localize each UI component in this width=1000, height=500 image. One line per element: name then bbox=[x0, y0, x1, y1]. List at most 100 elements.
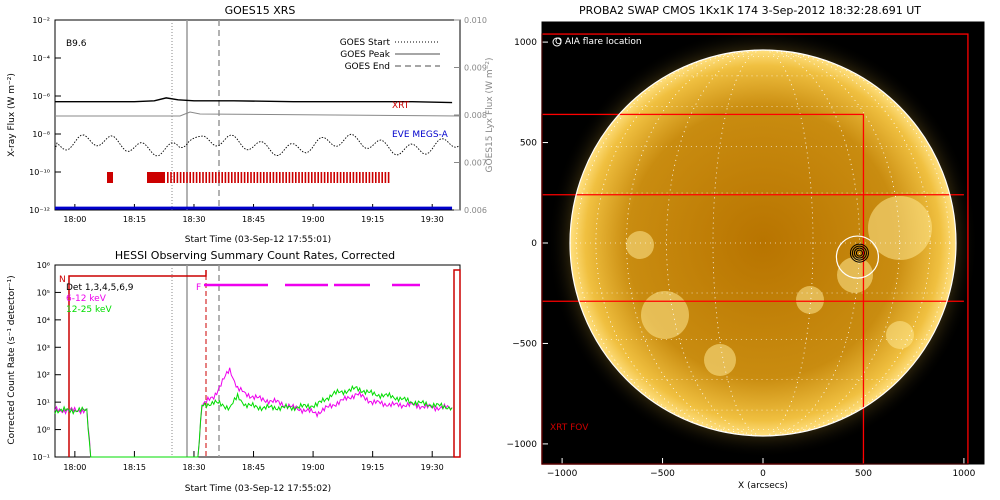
goes-ytick-label: 10⁻¹⁰ bbox=[29, 168, 50, 177]
hessi-high-energy-series bbox=[54, 384, 453, 458]
hessi-xtick-label: 19:00 bbox=[302, 463, 325, 472]
swap-xtick-label: 1000 bbox=[952, 469, 975, 479]
goes-coverage-bar bbox=[339, 172, 342, 183]
goes-lyx-series bbox=[55, 111, 461, 117]
goes-coverage-bar bbox=[323, 172, 326, 183]
goes-xrt-label: XRT bbox=[392, 101, 410, 111]
goes-coverage-bar bbox=[147, 172, 165, 183]
goes-coverage-bar bbox=[269, 172, 271, 183]
goes-coverage-bar bbox=[365, 172, 367, 183]
goes-y2tick-label: 0.007 bbox=[464, 159, 487, 168]
goes-coverage-bar bbox=[211, 172, 214, 183]
hessi-ytick-label: 10³ bbox=[37, 343, 50, 352]
goes-coverage-bar bbox=[343, 172, 345, 183]
goes-coverage-bar bbox=[301, 172, 303, 183]
goes-xlabel: Start Time (03-Sep-12 17:55:01) bbox=[185, 235, 331, 245]
goes-coverage-bar bbox=[179, 172, 182, 183]
goes-coverage-bar bbox=[215, 172, 217, 183]
goes-coverage-bar bbox=[314, 172, 316, 183]
goes-coverage-bar bbox=[259, 172, 262, 183]
goes-coverage-bar bbox=[208, 172, 211, 183]
goes-coverage-bar bbox=[202, 172, 204, 183]
goes-coverage-bar bbox=[330, 172, 332, 183]
goes-coverage-bar bbox=[243, 172, 246, 183]
goes-coverage-bar bbox=[227, 172, 230, 183]
goes-coverage-bar bbox=[218, 172, 220, 183]
swap-panel: PROBA2 SWAP CMOS 1Kx1K 174 3-Sep-2012 18… bbox=[507, 4, 985, 491]
goes-coverage-bar bbox=[221, 172, 223, 183]
goes-coverage-bar bbox=[387, 172, 390, 183]
goes-y2tick-label: 0.010 bbox=[464, 16, 487, 25]
goes-coverage-bar bbox=[279, 172, 281, 183]
hessi-title: HESSI Observing Summary Count Rates, Cor… bbox=[115, 249, 395, 262]
swap-title: PROBA2 SWAP CMOS 1Kx1K 174 3-Sep-2012 18… bbox=[579, 4, 921, 17]
goes-coverage-bar bbox=[183, 172, 185, 183]
hessi-ytick-label: 10⁵ bbox=[37, 288, 50, 297]
hessi-ytick-label: 10⁰ bbox=[37, 426, 50, 435]
goes-xtick-label: 18:15 bbox=[123, 215, 146, 224]
xrt-fov-label: XRT FOV bbox=[550, 423, 589, 433]
goes-coverage-bar bbox=[266, 172, 268, 183]
goes-coverage-bar bbox=[176, 172, 179, 183]
goes-coverage-bar bbox=[311, 172, 313, 183]
flare-contour bbox=[851, 245, 867, 261]
goes-coverage-bar bbox=[192, 172, 195, 183]
hessi-ytick-label: 10⁻¹ bbox=[32, 453, 50, 462]
goes-coverage-bar bbox=[378, 172, 380, 183]
goes-ytick-label: 10⁻⁶ bbox=[32, 92, 50, 101]
sun-grid-longitude bbox=[712, 49, 814, 437]
goes-coverage-bar bbox=[381, 172, 383, 183]
goes-coverage-bar bbox=[275, 172, 278, 183]
goes-coverage-bar bbox=[186, 172, 188, 183]
hessi-ytick-label: 10⁴ bbox=[37, 316, 50, 325]
goes-legend: GOES Start GOES Peak GOES End bbox=[340, 38, 440, 72]
goes-y2tick-label: 0.009 bbox=[464, 64, 487, 73]
goes-coverage-bar bbox=[253, 172, 255, 183]
goes-eve-label: EVE MEGS-A bbox=[392, 130, 449, 140]
goes-y2tick-label: 0.008 bbox=[464, 111, 487, 120]
swap-xtick-label: −500 bbox=[650, 469, 675, 479]
hessi-xlabel: Start Time (03-Sep-12 17:55:02) bbox=[185, 484, 331, 494]
goes-coverage-bar bbox=[224, 172, 227, 183]
sun-grid-longitude bbox=[576, 49, 950, 437]
goes-coverage-bar bbox=[167, 172, 169, 183]
hessi-ytick-label: 10¹ bbox=[37, 398, 50, 407]
goes-title: GOES15 XRS bbox=[225, 4, 296, 17]
hessi-xtick-label: 19:30 bbox=[421, 463, 444, 472]
hessi-legend-high: 12-25 keV bbox=[66, 305, 112, 315]
hessi-legend-low: 6-12 keV bbox=[66, 294, 107, 304]
goes-coverage-bar bbox=[199, 172, 201, 183]
goes-legend-end: GOES End bbox=[345, 62, 390, 72]
active-region bbox=[704, 344, 736, 376]
goes-panel: GOES15 XRS 10⁻² 10⁻⁴ 10⁻⁶ 10⁻⁸ 10⁻¹⁰ 10⁻¹² 0.0… bbox=[7, 4, 495, 245]
goes-xtick-label: 18:30 bbox=[182, 215, 205, 224]
goes-coverage-bar bbox=[231, 172, 233, 183]
goes-coverage-bar bbox=[237, 172, 239, 183]
flare-contour bbox=[849, 243, 869, 263]
hessi-night-bar bbox=[68, 270, 207, 457]
goes-ylabel: X-ray Flux (W m⁻²) bbox=[7, 73, 17, 157]
active-region bbox=[641, 291, 689, 339]
goes-ytick-label: 10⁻¹² bbox=[29, 206, 50, 215]
goes-coverage-bar bbox=[285, 172, 287, 183]
swap-ytick-label: −1000 bbox=[507, 440, 538, 450]
goes-coverage-bar bbox=[189, 172, 191, 183]
swap-xlabel: X (arcsecs) bbox=[738, 481, 788, 491]
hessi-ytick-label: 10² bbox=[37, 371, 50, 380]
goes-coverage-bar bbox=[263, 172, 265, 183]
swap-ytick-label: 500 bbox=[520, 139, 537, 149]
goes-coverage-bar bbox=[272, 172, 275, 183]
goes-coverage-bar bbox=[336, 172, 339, 183]
goes-coverage-bar bbox=[304, 172, 307, 183]
goes-coverage-bar bbox=[346, 172, 348, 183]
swap-xtick-label: 500 bbox=[855, 469, 872, 479]
swap-xtick-label: 0 bbox=[760, 469, 766, 479]
goes-coverage-bar bbox=[250, 172, 252, 183]
goes-coverage-bar bbox=[355, 172, 358, 183]
aia-flare-circle bbox=[835, 235, 880, 279]
goes-coverage-bar bbox=[205, 172, 207, 183]
goes-coverage-bar bbox=[240, 172, 243, 183]
hessi-legend-title: Det 1,3,4,5,6,9 bbox=[66, 283, 134, 293]
goes-coverage-bar bbox=[234, 172, 236, 183]
goes-ytick-label: 10⁻⁴ bbox=[32, 54, 50, 63]
